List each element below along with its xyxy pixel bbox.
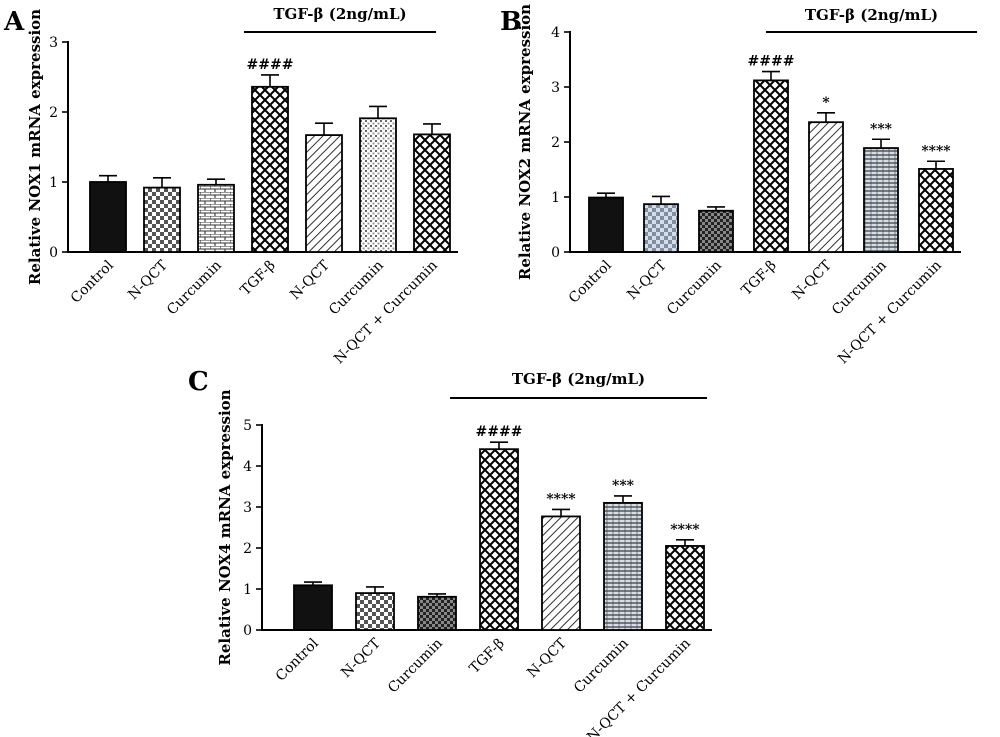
- y-tick-label: 0: [49, 245, 58, 261]
- bar: [417, 595, 457, 631]
- bar: [251, 85, 289, 253]
- category-label: N-QCT + Curcumin: [331, 258, 441, 368]
- bar: [143, 186, 181, 253]
- category-label: N-QCT: [125, 257, 171, 303]
- bar: [863, 147, 899, 253]
- panel-letter-b: B: [500, 7, 522, 37]
- category-label: N-QCT: [524, 635, 570, 681]
- panel-letter-a: A: [3, 7, 25, 37]
- bar: [541, 515, 581, 631]
- category-label: Control: [68, 257, 117, 306]
- chart-panel-b: 0 1 2 3 4 Relative NOX2 mRNA expression TGF-β …: [516, 4, 977, 367]
- panel-letter-c: C: [188, 367, 209, 397]
- category-label: TGF-β: [467, 636, 508, 677]
- y-tick-label: 3: [243, 500, 252, 516]
- y-tick-label: 4: [243, 459, 252, 475]
- bar: [305, 134, 343, 253]
- category-label: TGF-β: [238, 258, 279, 299]
- bar: [359, 117, 397, 253]
- significance-marker: ****: [670, 522, 700, 538]
- group-label: TGF-β (2ng/mL): [512, 370, 645, 388]
- y-tick-label: 0: [243, 623, 252, 639]
- category-label: N-QCT: [624, 257, 670, 303]
- bar: [753, 79, 789, 253]
- significance-marker: ####: [748, 54, 795, 70]
- y-tick-label: 3: [551, 80, 560, 96]
- category-label: Curcumin: [664, 258, 725, 319]
- y-tick-label: 1: [49, 175, 58, 191]
- bar: [603, 501, 643, 631]
- y-tick-label: 3: [49, 35, 58, 51]
- category-label: Curcumin: [164, 258, 225, 319]
- bar: [89, 181, 127, 253]
- bar: [665, 545, 705, 631]
- y-tick-label: 1: [551, 190, 560, 206]
- bar: [413, 133, 451, 253]
- bar: [698, 209, 734, 253]
- bar: [643, 203, 679, 253]
- y-tick-label: 0: [551, 245, 560, 261]
- significance-marker: ***: [870, 121, 893, 137]
- y-axis-label: Relative NOX1 mRNA expression: [26, 9, 44, 285]
- bar: [355, 592, 395, 631]
- bar: [918, 168, 954, 253]
- bar: [479, 448, 519, 631]
- chart-panel-a: 0 1 2 3 Relative NOX1 mRNA expression TGF-β (…: [26, 5, 458, 367]
- category-label: Control: [273, 635, 322, 684]
- significance-marker: *: [822, 95, 830, 111]
- chart-panel-c: 0 1 2 3 4 5 Relative NOX4 mRNA expression TGF-β…: [216, 370, 712, 737]
- y-axis-label: Relative NOX4 mRNA expression: [216, 389, 234, 665]
- category-label: Curcumin: [571, 636, 632, 697]
- category-label: Curcumin: [385, 636, 446, 697]
- significance-marker: ####: [476, 424, 523, 440]
- significance-marker: ***: [612, 478, 635, 494]
- category-label: TGF-β: [739, 258, 780, 299]
- y-tick-label: 5: [243, 418, 252, 434]
- bar: [197, 183, 235, 253]
- category-label: Control: [566, 257, 615, 306]
- significance-marker: ####: [247, 57, 294, 73]
- y-tick-label: 1: [243, 582, 252, 598]
- y-tick-label: 2: [243, 541, 252, 557]
- category-label: N-QCT + Curcumin: [584, 636, 694, 737]
- category-label: N-QCT: [287, 257, 333, 303]
- significance-marker: ****: [921, 143, 951, 159]
- group-label: TGF-β (2ng/mL): [273, 5, 406, 23]
- significance-marker: ****: [546, 491, 576, 507]
- y-tick-label: 2: [551, 135, 560, 151]
- y-tick-label: 2: [49, 105, 58, 121]
- bar: [808, 121, 844, 253]
- category-label: N-QCT: [338, 635, 384, 681]
- y-tick-label: 4: [551, 25, 560, 41]
- y-axis-label: Relative NOX2 mRNA expression: [516, 4, 534, 280]
- group-label: TGF-β (2ng/mL): [805, 6, 938, 24]
- bar: [588, 196, 624, 253]
- category-label: N-QCT: [789, 257, 835, 303]
- bar: [293, 584, 333, 631]
- category-label: N-QCT + Curcumin: [835, 258, 945, 368]
